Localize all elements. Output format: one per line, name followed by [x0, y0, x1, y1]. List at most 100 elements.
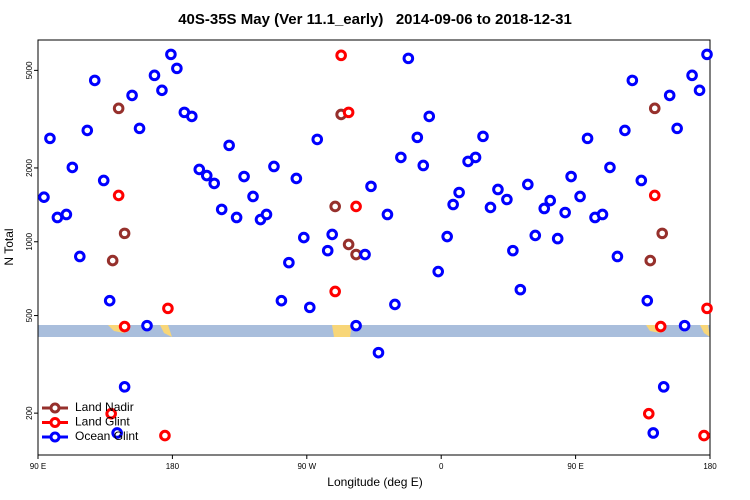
point [574, 190, 586, 203]
point [663, 89, 676, 102]
point [162, 302, 174, 315]
point [268, 160, 280, 173]
point [522, 178, 534, 191]
x-tick-label: 0 [439, 462, 444, 471]
point [423, 110, 436, 123]
point [701, 302, 713, 315]
y-tick-label: 1000 [25, 232, 34, 250]
point [395, 151, 407, 164]
point [551, 232, 564, 245]
point [402, 52, 415, 65]
point [103, 294, 116, 307]
point [133, 122, 146, 135]
point [106, 254, 119, 267]
point [342, 106, 355, 119]
point [538, 202, 551, 215]
point [193, 163, 206, 176]
point [654, 320, 667, 333]
point [326, 228, 338, 241]
point [648, 102, 661, 115]
legend-swatch [49, 417, 61, 428]
point [642, 407, 655, 420]
point [208, 177, 221, 190]
point [365, 180, 377, 193]
point [260, 208, 273, 221]
point [644, 254, 657, 267]
point [290, 172, 303, 185]
point [141, 319, 153, 332]
point [686, 69, 698, 82]
point [118, 227, 131, 240]
point [342, 238, 355, 251]
point [671, 122, 683, 135]
legend-label: Land Glint [75, 415, 130, 429]
point [647, 427, 660, 439]
point [329, 285, 341, 298]
point [51, 211, 64, 224]
x-tick-label: 180 [166, 462, 180, 471]
point [611, 250, 624, 263]
point [469, 151, 482, 164]
legend-label: Ocean Glint [75, 429, 139, 443]
plot-frame [37, 39, 711, 456]
point [171, 62, 183, 75]
point [118, 381, 131, 393]
point [619, 124, 631, 137]
x-axis-label: Longitude (deg E) [327, 475, 422, 489]
point [60, 208, 73, 221]
point [321, 244, 334, 257]
point [477, 130, 489, 143]
point [635, 174, 648, 187]
y-axis-label: N Total [2, 228, 16, 265]
map-strip [38, 325, 710, 337]
point [105, 407, 117, 420]
point [626, 74, 639, 87]
point [544, 194, 557, 207]
point [514, 283, 527, 296]
point [112, 189, 125, 202]
y-tick-label: 2000 [25, 158, 34, 176]
x-tick-label: 90 E [30, 462, 46, 471]
point [565, 170, 577, 183]
point [112, 102, 125, 115]
point [501, 193, 513, 206]
point [350, 200, 362, 213]
point [596, 208, 609, 221]
point [298, 231, 310, 244]
point [88, 74, 101, 87]
point [38, 191, 50, 203]
point [159, 429, 171, 442]
point [148, 69, 161, 82]
point [432, 265, 445, 278]
point [238, 170, 250, 183]
y-tick-label: 200 [25, 406, 34, 420]
point [311, 133, 324, 146]
point [126, 89, 138, 102]
point [698, 429, 710, 442]
point [359, 248, 371, 261]
point [223, 139, 235, 152]
point [389, 298, 401, 311]
point [156, 84, 168, 97]
point [275, 294, 288, 307]
point [529, 229, 542, 242]
point [484, 201, 497, 214]
point [350, 319, 362, 332]
point [701, 48, 713, 61]
point [604, 161, 616, 174]
x-tick-label: 180 [703, 462, 717, 471]
point [230, 211, 243, 224]
point [381, 208, 394, 221]
legend-swatch [49, 431, 61, 443]
point [335, 49, 347, 62]
land-strip [108, 325, 710, 337]
point [74, 250, 86, 263]
point [693, 84, 706, 97]
point [559, 206, 571, 219]
legend-label: Land Nadir [75, 400, 134, 414]
point [283, 256, 295, 269]
point [581, 132, 594, 145]
point [186, 110, 198, 123]
point [111, 427, 123, 439]
